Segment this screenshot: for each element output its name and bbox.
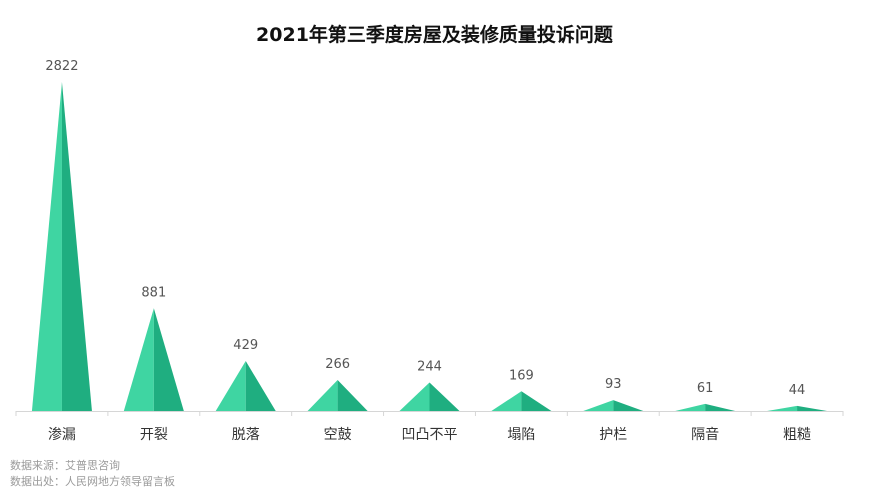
x-tick-label: 渗漏 (48, 427, 76, 443)
pyramid-bar-dark-face (153, 308, 184, 411)
x-tick-label: 粗糙 (783, 427, 811, 443)
data-label: 244 (417, 360, 442, 375)
pyramid-bar-light-face (307, 379, 338, 411)
pyramid-bar (215, 360, 276, 411)
pyramid-bar-light-face (675, 403, 706, 411)
pyramid-bar-light-face (767, 405, 798, 411)
pyramid-bar-dark-face (429, 382, 460, 411)
x-tick-label: 护栏 (599, 427, 627, 443)
pyramid-bar-light-face (215, 360, 246, 411)
data-label: 93 (605, 377, 622, 392)
data-label: 61 (697, 381, 714, 396)
pyramid-bar-light-face (399, 382, 430, 411)
pyramid-bar-light-face (123, 308, 154, 411)
pyramid-bar-dark-face (797, 405, 828, 411)
pyramid-bar-dark-face (613, 400, 644, 411)
data-label: 2822 (45, 59, 78, 74)
data-label: 44 (789, 383, 806, 398)
x-tick-label: 凹凸不平 (402, 427, 458, 443)
x-tick-label: 隔音 (691, 426, 719, 443)
data-label: 169 (509, 368, 534, 383)
x-tick-label: 开裂 (140, 427, 168, 443)
pyramid-bar-dark-face (521, 391, 552, 411)
pyramid-bar (583, 400, 644, 411)
pyramid-bar-dark-face (705, 403, 736, 411)
pyramid-bar-dark-face (61, 82, 92, 411)
pyramid-bar (31, 82, 92, 411)
source-note: 数据来源：艾普思咨询 (10, 459, 120, 472)
pyramid-bar-dark-face (245, 360, 276, 411)
pyramid-bar (307, 379, 368, 411)
data-label: 881 (141, 285, 166, 300)
pyramid-bar-light-face (491, 391, 522, 411)
pyramid-bar (123, 308, 184, 411)
x-tick-label: 塌陷 (507, 427, 535, 443)
chart-title: 2021年第三季度房屋及装修质量投诉问题 (256, 24, 613, 46)
pyramid-bar-light-face (583, 400, 614, 411)
pyramid-bar (491, 391, 552, 411)
pyramid-bar (767, 405, 828, 411)
x-tick-label: 空鼓 (324, 427, 352, 443)
data-label: 266 (325, 357, 350, 372)
data-label: 429 (233, 338, 258, 353)
pyramid-bar (675, 403, 736, 411)
source-origin-note: 数据出处：人民网地方领导留言板 (10, 475, 175, 488)
x-tick-label: 脱落 (232, 427, 260, 443)
pyramid-bar (399, 382, 460, 411)
pyramid-bar-light-face (31, 82, 62, 411)
pyramid-bar-dark-face (337, 379, 368, 411)
